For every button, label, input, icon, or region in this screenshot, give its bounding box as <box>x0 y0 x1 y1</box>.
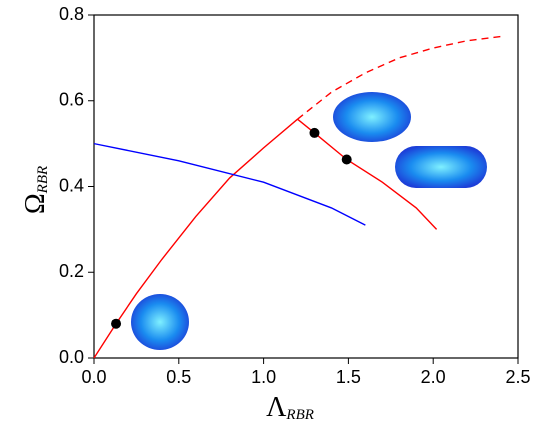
x-tick-label: 1.0 <box>251 367 276 387</box>
line-series <box>93 142 366 226</box>
cell-icon <box>333 92 411 142</box>
cell-icon <box>395 146 487 188</box>
x-axis-label: ΛRBR <box>266 392 314 423</box>
x-tick-label: 0.0 <box>81 367 106 387</box>
x-tick-label: 1.5 <box>336 367 361 387</box>
y-label-subscript: RBR <box>35 166 51 195</box>
y-tick-label: 0.2 <box>59 261 84 281</box>
data-point <box>309 127 320 138</box>
x-label-symbol: Λ <box>266 392 287 423</box>
data-point <box>341 154 352 165</box>
cell-icon <box>131 294 189 350</box>
y-axis-label: ΩRBR <box>20 166 51 214</box>
y-tick-label: 0.4 <box>59 175 84 195</box>
y-label-symbol: Ω <box>20 193 51 214</box>
icons <box>131 92 487 350</box>
x-tick-label: 2.0 <box>421 367 446 387</box>
y-tick-label: 0.6 <box>59 90 84 110</box>
y-tick-label: 0.8 <box>59 4 84 24</box>
data-point <box>111 318 122 329</box>
x-tick-label: 2.5 <box>505 367 530 387</box>
x-label-subscript: RBR <box>285 407 314 423</box>
y-tick-label: 0.0 <box>59 347 84 367</box>
x-tick-label: 0.5 <box>166 367 191 387</box>
line-series <box>93 118 298 359</box>
